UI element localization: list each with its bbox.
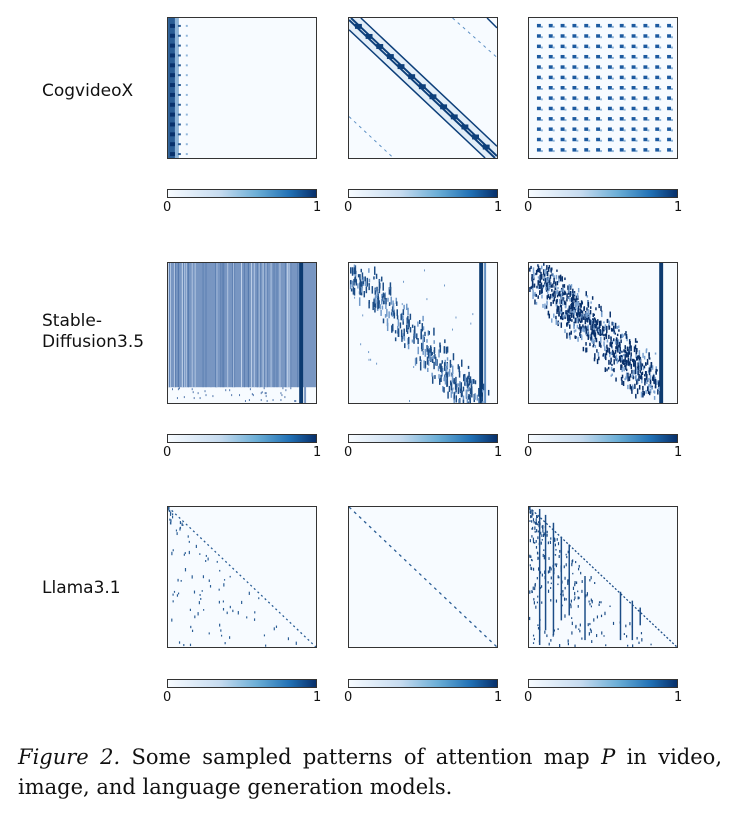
- colorbar-2-1: [167, 434, 317, 443]
- colorbar-max-label: 1: [674, 690, 683, 705]
- colorbar-1-3: [528, 189, 678, 198]
- colorbar-min-label: 0: [344, 690, 353, 705]
- colorbar-1-1: [167, 189, 317, 198]
- attention-map-cogvideox-3: [528, 17, 678, 159]
- figure-caption: Figure 2. Some sampled patterns of atten…: [18, 742, 722, 802]
- colorbar-max-label: 1: [313, 690, 322, 705]
- figure-label: Figure 2.: [18, 745, 121, 769]
- colorbar-2-3: [528, 434, 678, 443]
- colorbar-max-label: 1: [494, 690, 503, 705]
- attention-map-sd-2: [348, 262, 498, 404]
- caption-text-after: in video, image, and language generation…: [18, 745, 722, 799]
- colorbar-3-2: [348, 679, 498, 688]
- attention-map-sd-3: [528, 262, 678, 404]
- colorbar-min-label: 0: [524, 690, 533, 705]
- attention-map-cogvideox-2: [348, 17, 498, 159]
- row-label-stable-diffusion: Stable- Diffusion3.5: [42, 311, 145, 352]
- colorbar-min-label: 0: [344, 445, 353, 460]
- attention-map-llama-3: [528, 506, 678, 648]
- colorbar-3-1: [167, 679, 317, 688]
- colorbar-max-label: 1: [313, 200, 322, 215]
- colorbar-min-label: 0: [163, 445, 172, 460]
- colorbar-3-3: [528, 679, 678, 688]
- row-label-llama: Llama3.1: [42, 578, 121, 598]
- colorbar-2-2: [348, 434, 498, 443]
- attention-map-llama-1: [167, 506, 317, 648]
- colorbar-min-label: 0: [524, 445, 533, 460]
- colorbar-min-label: 0: [344, 200, 353, 215]
- colorbar-min-label: 0: [163, 690, 172, 705]
- attention-map-cogvideox-1: [167, 17, 317, 159]
- caption-math-symbol: P: [601, 745, 616, 769]
- colorbar-1-2: [348, 189, 498, 198]
- caption-text-before: Some sampled patterns of attention map: [120, 745, 602, 769]
- colorbar-min-label: 0: [524, 200, 533, 215]
- attention-map-llama-2: [348, 506, 498, 648]
- attention-map-sd-1: [167, 262, 317, 404]
- colorbar-max-label: 1: [313, 445, 322, 460]
- colorbar-max-label: 1: [494, 445, 503, 460]
- colorbar-min-label: 0: [163, 200, 172, 215]
- colorbar-max-label: 1: [674, 200, 683, 215]
- row-label-cogvideox: CogvideoX: [42, 81, 134, 101]
- colorbar-max-label: 1: [674, 445, 683, 460]
- colorbar-max-label: 1: [494, 200, 503, 215]
